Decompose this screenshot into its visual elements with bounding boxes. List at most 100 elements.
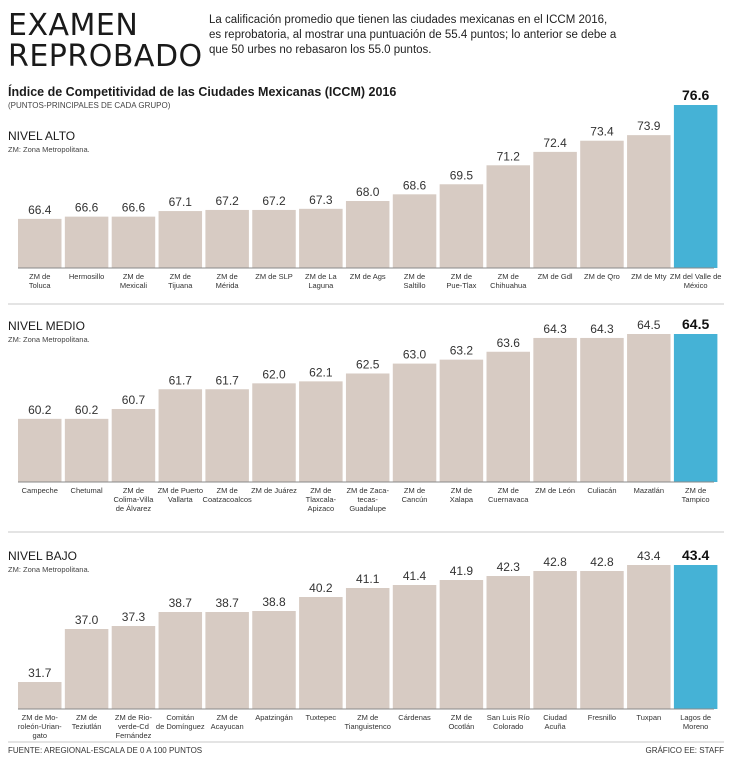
category-label: ZM de Mo-roleón-Urian-gato [18, 713, 62, 740]
category-label: Lagos de Moreno [680, 713, 711, 731]
chart-title: Índice de Competitividad de las Ciudades… [8, 85, 397, 99]
category-label: ZM de Tijuana [168, 272, 193, 290]
category-label-line: ZM de [217, 713, 238, 722]
data-label: 67.3 [309, 193, 333, 207]
data-label: 68.0 [356, 185, 380, 199]
category-label: ZM de Acayucan [211, 713, 244, 731]
data-label: 63.2 [450, 344, 474, 358]
data-label: 37.3 [122, 610, 146, 624]
bar [345, 588, 390, 709]
category-label-line: ZM de [451, 272, 472, 281]
category-label-line: ZM de [451, 713, 472, 722]
category-label-line: ZM de SLP [255, 272, 293, 281]
data-label: 60.2 [75, 403, 99, 417]
data-label: 62.5 [356, 357, 380, 371]
bar [299, 381, 343, 482]
data-label: 67.2 [215, 194, 239, 208]
category-label-line: Cárdenas [398, 713, 431, 722]
category-label-line: México [684, 281, 708, 290]
category-label: Ciudad Acuña [543, 713, 567, 731]
data-label: 66.4 [28, 203, 52, 217]
category-label-line: tecas- [357, 495, 378, 504]
category-label: ZM de Toluca [29, 272, 52, 290]
category-label: ZM de Gdl [538, 272, 573, 281]
bar [580, 571, 624, 709]
footer-source: FUENTE: AREGIONAL-ESCALA DE 0 A 100 PUNT… [8, 746, 203, 755]
data-label: 61.7 [169, 373, 193, 387]
category-label: ZM de León [535, 486, 575, 495]
category-label: ZM de Mexicali [120, 272, 147, 290]
category-label-line: ZM de Juárez [251, 486, 297, 495]
category-label: Fresnillo [588, 713, 616, 722]
data-label: 67.1 [169, 195, 193, 209]
category-label: San Luis Río Colorado [487, 713, 530, 731]
bar [64, 629, 109, 709]
bar [627, 565, 671, 709]
category-label: ZM de Xalapa [450, 486, 474, 504]
data-label: 60.2 [28, 403, 52, 417]
level-title: NIVEL ALTO [8, 129, 75, 143]
category-label-line: Tijuana [168, 281, 193, 290]
data-label: 41.1 [356, 572, 380, 586]
data-label: 73.9 [637, 119, 661, 133]
category-label: ZM de Teziutlán [72, 713, 102, 731]
bar [252, 383, 296, 482]
bar [252, 611, 296, 709]
category-label-line: Teziutlán [72, 722, 102, 731]
category-label: ZM de Tianguistenco [344, 713, 390, 731]
bar [392, 363, 437, 482]
category-label-line: Vallarta [168, 495, 194, 504]
data-label: 66.6 [75, 201, 99, 215]
category-label: ZM de Puerto Vallarta [158, 486, 203, 504]
category-label: ZM de Tampico [682, 486, 710, 504]
category-label-line: Fresnillo [588, 713, 616, 722]
category-label: ZM de Chihuahua [490, 272, 527, 290]
data-label: 38.8 [262, 595, 286, 609]
category-label-line: ZM de [217, 272, 238, 281]
category-label-line: Xalapa [450, 495, 474, 504]
data-label: 71.2 [497, 149, 521, 163]
category-label-line: ZM de [498, 486, 519, 495]
category-label: ZM del Valle de México [670, 272, 722, 290]
category-label-line: Chihuahua [490, 281, 527, 290]
data-label: 66.6 [122, 201, 146, 215]
category-label-line: ZM de [76, 713, 97, 722]
data-label: 64.5 [637, 318, 661, 332]
category-label-line: Tlaxcala- [306, 495, 337, 504]
category-label: Mazatlán [634, 486, 664, 495]
category-label-line: Colima-Villa [114, 495, 155, 504]
category-label-line: Toluca [29, 281, 52, 290]
data-label: 62.1 [309, 365, 333, 379]
data-label: 72.4 [543, 136, 567, 150]
intro-text: La calificación promedio que tienen las … [209, 14, 617, 56]
bar [673, 565, 718, 709]
category-label-line: ZM de [310, 486, 331, 495]
data-label: 41.9 [450, 564, 474, 578]
bar [111, 408, 156, 482]
bar [580, 337, 624, 482]
category-label: ZM de Ocotlán [448, 713, 474, 731]
bar [64, 216, 109, 268]
category-label-line: Campeche [22, 486, 58, 495]
data-label: 64.3 [590, 322, 614, 336]
category-label-line: Mazatlán [634, 486, 664, 495]
category-label-line: ZM de [29, 272, 50, 281]
category-label: ZM de Mérida [216, 272, 240, 290]
category-label: ZM de Rio-verde-Cd Fernández [115, 713, 153, 740]
category-label-line: ZM de [123, 272, 144, 281]
category-label-line: ZM del Valle de [670, 272, 722, 281]
category-label: ZM de Colima-Villa de Álvarez [114, 486, 155, 513]
category-label-line: Hermosillo [69, 272, 104, 281]
category-label-line: ZM de Gdl [538, 272, 573, 281]
chart-subtitle: (PUNTOS-PRINCIPALES DE CADA GRUPO) [8, 101, 171, 110]
category-label-line: ZM de [217, 486, 238, 495]
category-label-line: ZM de [357, 713, 378, 722]
bar [64, 418, 109, 482]
data-label: 68.6 [403, 178, 427, 192]
category-label-line: Apatzingán [255, 713, 293, 722]
headline: EXAMEN REPROBADO [8, 10, 203, 72]
bar [18, 418, 62, 482]
data-label: 64.3 [543, 322, 567, 336]
category-label: Hermosillo [69, 272, 104, 281]
category-label-line: Laguna [308, 281, 334, 290]
